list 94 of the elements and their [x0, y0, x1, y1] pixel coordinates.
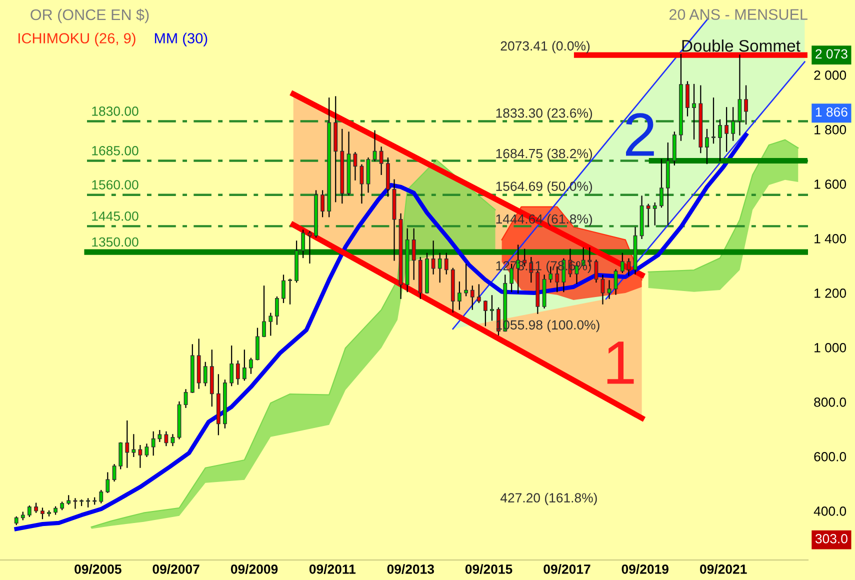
- candlestick: [431, 240, 436, 274]
- candlestick: [184, 389, 188, 408]
- candlestick: [144, 444, 149, 458]
- text: 303.0: [815, 534, 848, 544]
- candlestick: [138, 444, 142, 468]
- y-tick-label: 400.0: [814, 506, 846, 516]
- text: OR (ONCE EN $): [30, 8, 149, 24]
- x-tick-label: 09/2019: [622, 564, 668, 574]
- candlestick: [40, 508, 44, 520]
- candlestick: [457, 281, 462, 310]
- candlestick: [652, 202, 657, 226]
- candlestick: [112, 464, 116, 482]
- candlestick: [236, 360, 240, 385]
- candlestick: [600, 274, 605, 304]
- text: 1 866: [816, 107, 848, 117]
- candlestick: [738, 54, 742, 136]
- candlestick: [483, 300, 488, 326]
- candlestick: [464, 264, 468, 296]
- x-tick-label: 09/2017: [544, 564, 590, 574]
- candlestick: [99, 490, 104, 504]
- candlestick: [372, 130, 377, 162]
- ref-line-label: 1560.00: [92, 180, 138, 190]
- text: MM (30): [154, 32, 208, 46]
- candlestick: [470, 286, 474, 310]
- candlestick: [242, 350, 246, 381]
- candlestick: [724, 107, 729, 152]
- y-tick-label: 1 800: [814, 125, 846, 134]
- candlestick: [282, 274, 286, 304]
- annotation: 1833.30 (23.6%): [496, 108, 592, 120]
- candlestick: [125, 420, 130, 468]
- candlestick: [73, 498, 78, 509]
- candlestick: [353, 152, 358, 180]
- y-tick-label: 1 600: [814, 180, 846, 189]
- x-tick-label: 09/2015: [465, 564, 512, 574]
- candlestick: [490, 295, 494, 321]
- text: ICHIMOKU (26, 9): [18, 32, 136, 46]
- annotation: 2: [626, 113, 654, 156]
- x-tick-label: 09/2021: [700, 564, 747, 574]
- candlestick: [718, 119, 722, 162]
- candlestick: [438, 252, 442, 283]
- candlestick: [320, 190, 325, 218]
- ref-line-label: 1830.00: [92, 106, 138, 116]
- annotation: 2073.41 (0.0%): [500, 40, 590, 54]
- x-tick-label: 09/2007: [152, 564, 200, 574]
- x-tick-label: 09/2009: [230, 564, 278, 574]
- ref-line-label: 1350.00: [92, 237, 138, 247]
- x-tick-label: 09/2005: [74, 564, 122, 574]
- candlestick: [249, 358, 253, 374]
- y-tick-label: 1 200: [814, 288, 846, 298]
- candlestick: [379, 146, 384, 175]
- candlestick: [444, 252, 448, 274]
- ref-line-label: 1445.00: [92, 211, 138, 221]
- candlestick: [412, 228, 416, 280]
- candlestick: [308, 231, 312, 264]
- annotation: 1: [607, 342, 634, 384]
- candlestick: [106, 472, 110, 493]
- y-tick-label: 600.0: [814, 452, 846, 462]
- candlestick: [262, 286, 266, 338]
- chart-subtitle: 20 ANS - MENSUEL: [669, 9, 808, 20]
- candlestick: [705, 128, 709, 164]
- candlestick: [476, 284, 481, 304]
- candlestick: [288, 278, 292, 304]
- candlestick: [275, 296, 279, 325]
- candlestick: [731, 107, 736, 141]
- y-tick-label: 1 400: [814, 234, 846, 244]
- candlestick: [118, 442, 123, 470]
- candlestick: [268, 312, 273, 336]
- x-tick-label: 09/2011: [309, 564, 356, 574]
- candlestick: [203, 362, 208, 386]
- candlestick: [27, 505, 32, 517]
- candlestick: [256, 328, 260, 360]
- candlestick: [230, 346, 234, 386]
- annotation: 427.20 (161.8%): [500, 492, 597, 506]
- candlestick: [158, 430, 162, 442]
- annotation: 2 073: [816, 49, 848, 59]
- y-tick-label: 1 000: [814, 343, 846, 352]
- candlestick: [712, 98, 716, 144]
- candlestick: [692, 84, 696, 140]
- candlestick: [686, 81, 690, 116]
- candlestick: [660, 158, 664, 208]
- candlestick: [164, 431, 168, 446]
- candlestick: [301, 230, 306, 258]
- candlestick: [607, 280, 612, 299]
- y-tick-label: 2 000: [814, 70, 846, 80]
- candlestick: [132, 434, 136, 458]
- candlestick: [646, 204, 650, 227]
- candlestick: [151, 431, 156, 456]
- candlestick: [620, 252, 624, 274]
- ref-line-label: 1685.00: [92, 146, 138, 156]
- candlestick: [744, 85, 748, 125]
- annotation: 1684.75 (38.2%): [496, 148, 592, 161]
- y-tick-label: 800.0: [814, 398, 846, 407]
- candlestick: [360, 164, 364, 204]
- x-tick-label: 09/2013: [387, 564, 434, 574]
